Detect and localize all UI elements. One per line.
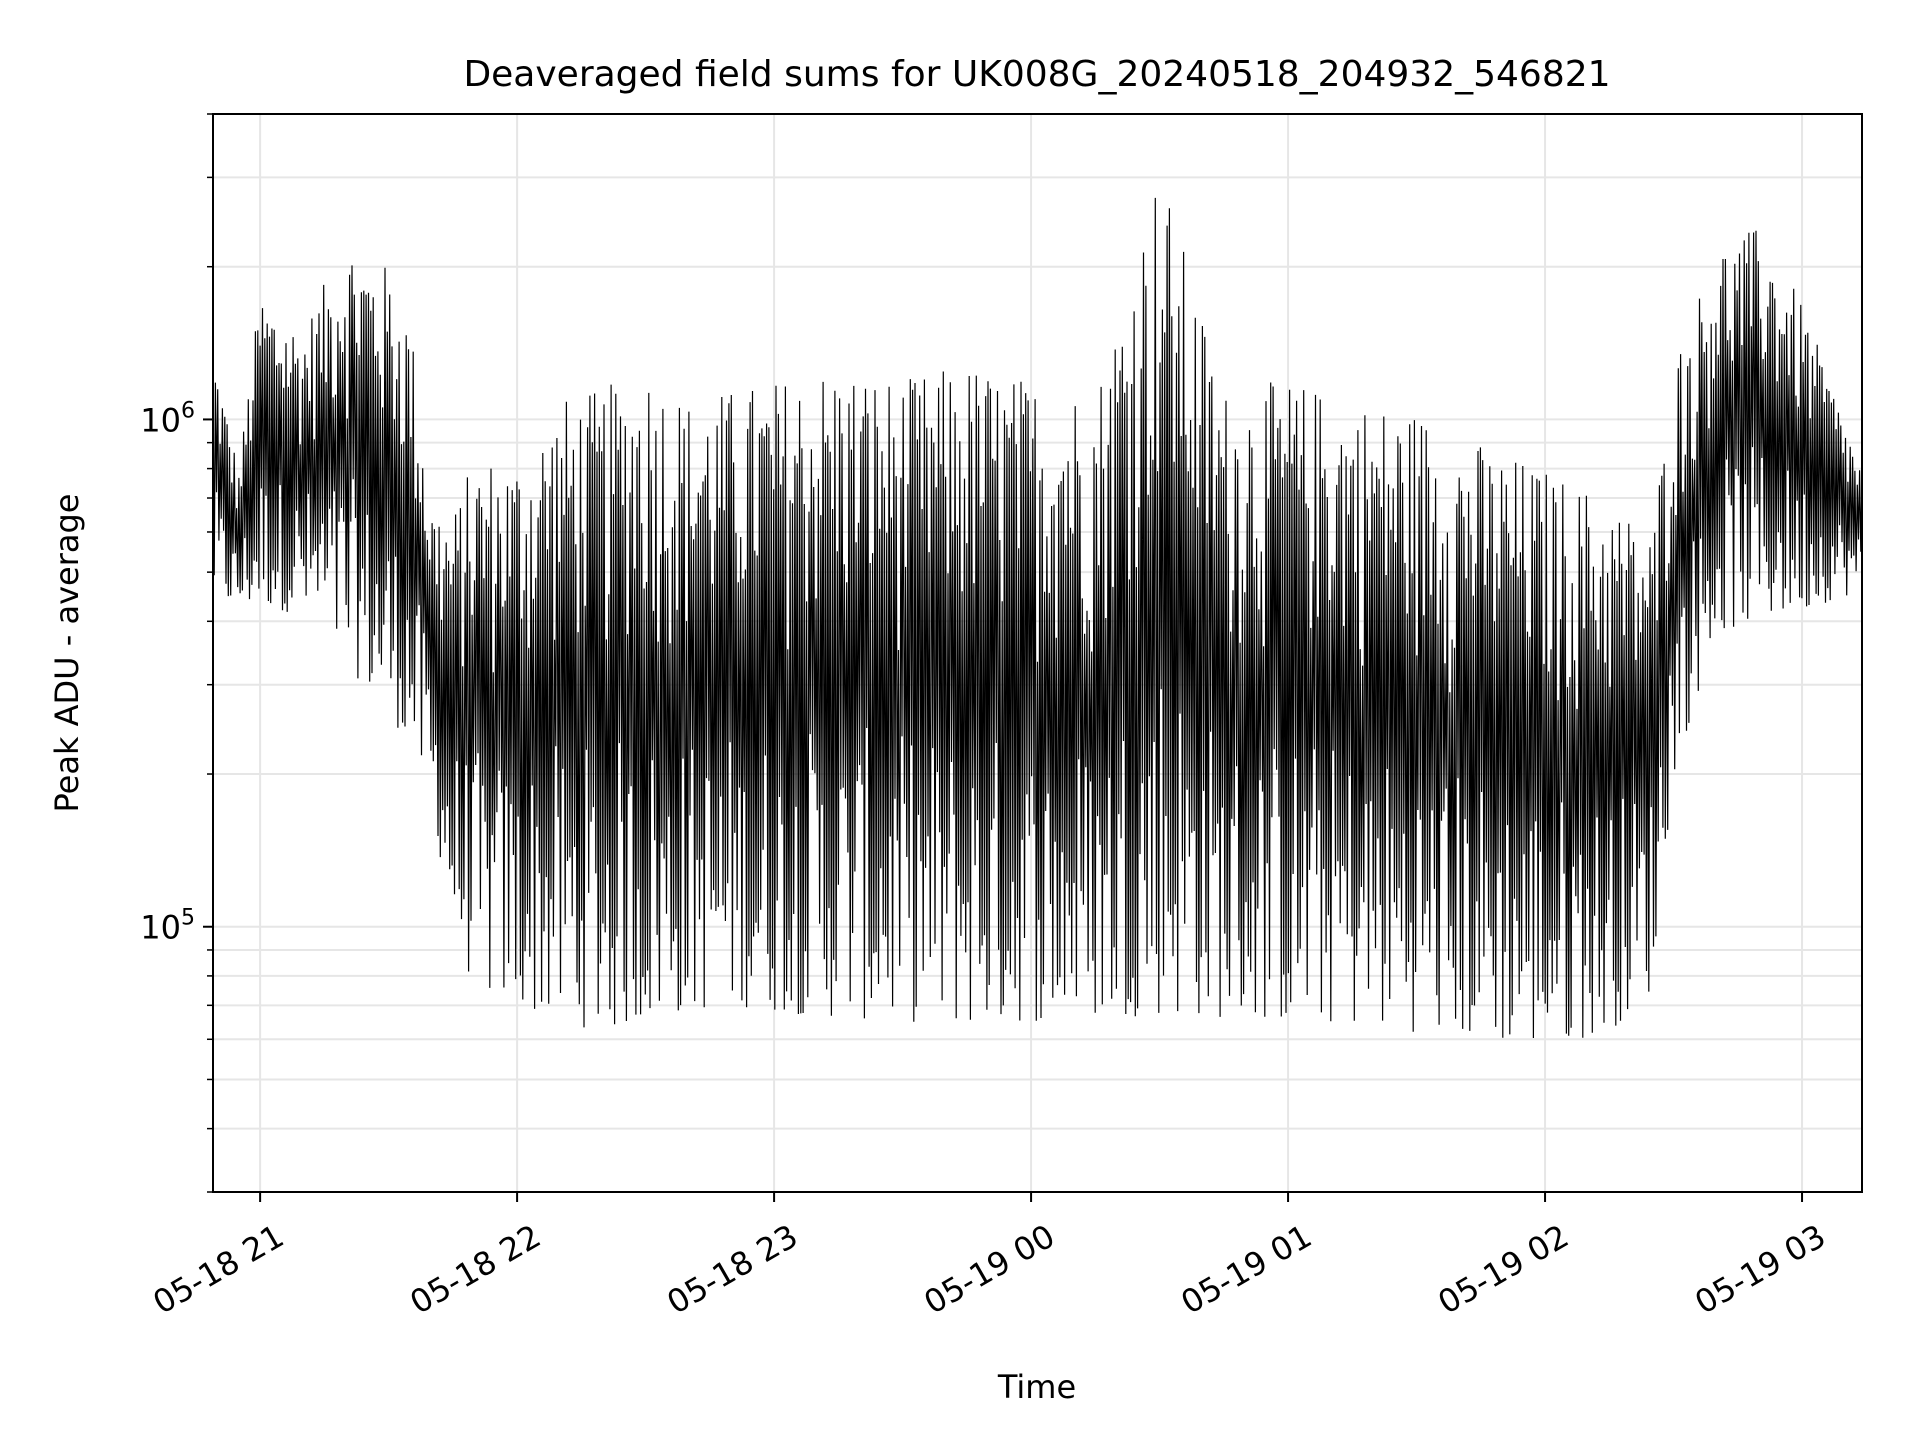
x-axis-label: Time bbox=[997, 1368, 1076, 1406]
chart-title: Deaveraged field sums for UK008G_2024051… bbox=[463, 54, 1610, 95]
series-line bbox=[212, 197, 1863, 1039]
plot-frame bbox=[212, 113, 1863, 1193]
y-axis-label: Peak ADU - average bbox=[48, 494, 86, 813]
series-layer bbox=[212, 197, 1863, 1039]
y-tick-label: 105 bbox=[140, 906, 195, 947]
y-tick-label: 106 bbox=[140, 398, 195, 439]
